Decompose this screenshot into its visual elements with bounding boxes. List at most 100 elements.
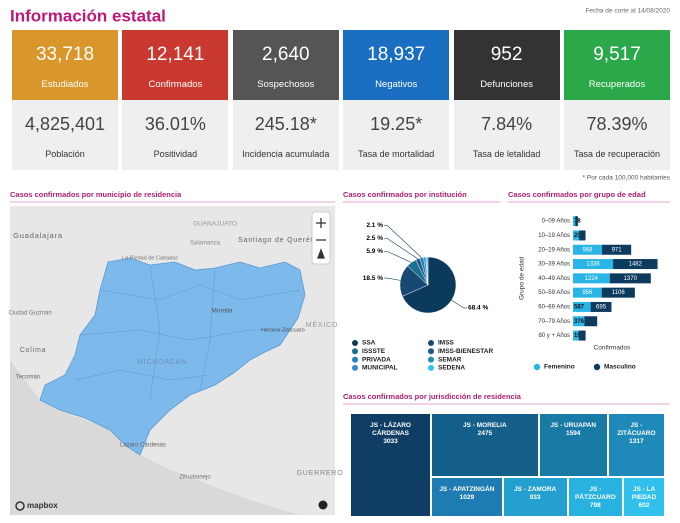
cell-value: 1317 — [629, 438, 644, 445]
indicator-value: 78.39% — [586, 114, 648, 134]
cell-value: 933 — [529, 494, 541, 502]
bar-label: 587 — [574, 305, 585, 311]
kpi-value: 33,718 — [35, 44, 95, 65]
map-label: Lázaro Cárdenas — [120, 443, 166, 449]
legend-label: MUNICIPAL — [362, 365, 398, 372]
bar-segment — [573, 316, 585, 327]
bar-segment — [573, 301, 591, 312]
bar-segment — [609, 273, 651, 284]
kpi-value: 12,141 — [146, 44, 205, 65]
treemap-cell: JS - ZITÁCUARO 1317 — [607, 413, 665, 478]
map-label: Morelia — [211, 308, 233, 315]
cell-name: JS - ZITÁCUARO — [617, 422, 656, 437]
indicator-card: 36.01% Positividad — [122, 100, 229, 170]
legend-label: Masculino — [604, 364, 636, 371]
indicator-value: 245.18* — [254, 114, 317, 134]
indicator-value: 4,825,401 — [24, 114, 106, 134]
indicator-label: Positividad — [153, 149, 198, 159]
section-title: Casos confirmados por jurisdicción de re… — [343, 392, 522, 401]
y-tick-label: 70–79 Años — [538, 319, 570, 325]
map-label: Zihuatanejo — [179, 475, 211, 481]
bar-segment — [575, 216, 578, 227]
bar-segment — [578, 330, 586, 341]
bar-label: 1224 — [585, 276, 599, 282]
legend-swatch — [352, 364, 358, 371]
kpi-card: 9,517 Recuperados — [564, 30, 670, 100]
cell-value: 1594 — [565, 430, 581, 437]
kpi-value: 18,937 — [367, 44, 426, 65]
map-label: Guadalajara — [13, 231, 63, 240]
legend-swatch — [428, 356, 434, 363]
section-title: Casos confirmados por municipio de resid… — [10, 190, 182, 199]
kpi-value: 952 — [490, 44, 523, 65]
treemap-cell: JS - LA PIEDAD 602 — [623, 477, 665, 517]
municipio-border — [79, 329, 290, 341]
legend-swatch — [428, 364, 434, 371]
pie-slice — [402, 256, 457, 314]
info-button[interactable] — [318, 500, 328, 510]
bar-label: 376 — [574, 319, 585, 325]
legend-swatch — [352, 340, 358, 346]
ocean — [10, 360, 300, 515]
treemap-cell: JS - APATZINGÁN 1029 — [431, 477, 503, 517]
bar-segment — [613, 259, 658, 270]
indicator-label: Tasa de recuperación — [573, 149, 661, 159]
kpi-value: 2,640 — [262, 44, 310, 65]
map: GUANAJUATO Guadalajara Salamanca Santiago d… — [8, 206, 343, 515]
map-label: Salamanca — [190, 241, 221, 247]
municipio-border — [199, 267, 216, 391]
legend-label: IMSS-BIENESTAR — [438, 348, 493, 355]
bar-segment — [573, 230, 580, 241]
kpi-label: Sospechosos — [257, 79, 315, 90]
legend-swatch — [428, 340, 434, 346]
footnote: * Por cada 100,000 habitantes — [583, 175, 671, 182]
y-tick-label: 10–19 Años — [538, 233, 570, 239]
logo-icon — [15, 501, 25, 511]
map-label: Heroica Zitácuaro — [261, 327, 304, 333]
treemap-cell: JS - PÁTZCUARO 798 — [567, 477, 624, 517]
cutoff-date: Fecha de corte al 14/08/2020 — [585, 8, 670, 15]
bar-segment — [573, 273, 610, 284]
treemap-cell: JS - MORELIA 2475 — [431, 413, 539, 478]
kpi-card: 18,937 Negativos — [343, 30, 450, 100]
leader-line — [384, 250, 412, 263]
cell-name: JS - LÁZARO CÁRDENAS — [370, 422, 411, 437]
bar-segment — [573, 216, 576, 227]
cell-name: JS - ZAMORA — [514, 486, 557, 494]
map-attribution: mapbox — [27, 501, 58, 510]
legend-label: SSA — [362, 340, 376, 347]
bar-label: 956 — [582, 290, 593, 296]
legend-label: PRIVADA — [362, 356, 391, 363]
map-label: Colima — [20, 347, 47, 354]
section-title: Casos confirmados por institución — [343, 190, 467, 199]
map-label: MÉXICO — [306, 320, 338, 329]
slice-label: 2.1 % — [366, 222, 383, 229]
kpi-label: Negativos — [375, 79, 418, 90]
cell-value: 2475 — [477, 430, 493, 437]
x-axis-title: Confirmados — [594, 345, 632, 352]
legend-swatch — [352, 348, 358, 355]
bar-segment — [602, 244, 632, 255]
y-tick-label: 20–29 Años — [538, 247, 570, 253]
bar-segment — [573, 287, 602, 298]
pie-slice — [426, 256, 429, 286]
y-tick-label: 0–09 Años — [542, 219, 570, 225]
leader-line — [384, 277, 401, 281]
leader-line — [384, 224, 422, 258]
cell-value: 1029 — [459, 494, 475, 502]
state-shape — [39, 257, 306, 456]
municipio-border — [149, 264, 161, 401]
bar-label: 695 — [596, 305, 607, 311]
bar-segment — [573, 259, 614, 270]
treemap-cell: JS - LÁZARO CÁRDENAS 3033 — [350, 413, 432, 517]
map-label: GUERRERO — [297, 470, 344, 477]
legend-label: SEDENA — [438, 365, 465, 372]
cell-value: 3033 — [383, 438, 398, 445]
zoom-icons — [316, 218, 326, 259]
y-tick-label: 50–59 Años — [538, 290, 570, 296]
legend-swatch — [428, 348, 434, 355]
kpi-label: Defunciones — [480, 79, 533, 90]
kpi-value: 9,517 — [593, 44, 641, 65]
